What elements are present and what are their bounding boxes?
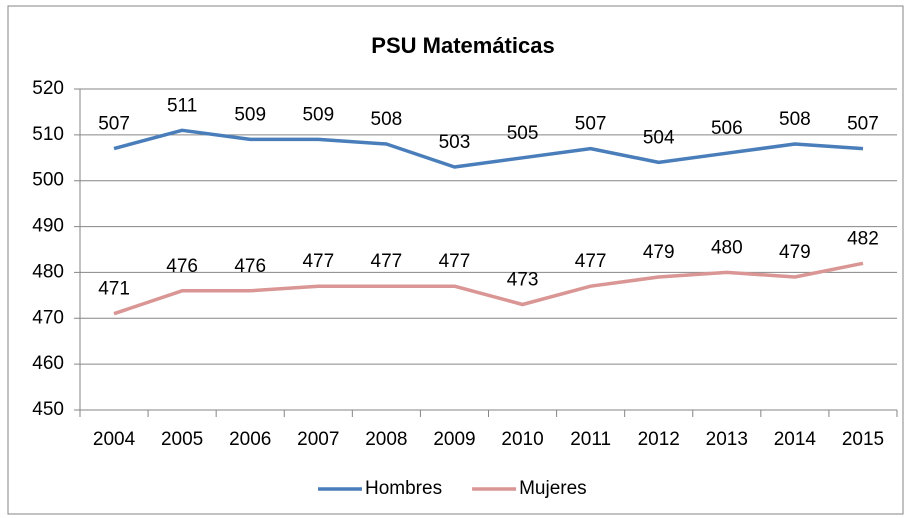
x-tick-label: 2011 — [570, 429, 611, 450]
data-label: 504 — [643, 127, 675, 148]
data-label: 477 — [371, 251, 403, 272]
data-label: 509 — [302, 104, 334, 125]
series-line — [113, 261, 864, 316]
series-line — [113, 128, 864, 169]
data-label: 476 — [166, 256, 198, 277]
data-label: 480 — [711, 237, 743, 258]
x-tick-label: 2014 — [774, 429, 817, 450]
data-label: 509 — [234, 104, 266, 125]
y-tick-label: 510 — [32, 124, 64, 145]
data-label: 479 — [779, 242, 811, 263]
data-label: 477 — [575, 251, 607, 272]
data-label: 476 — [234, 256, 266, 277]
x-tick-label: 2012 — [638, 429, 680, 450]
y-tick-label: 480 — [32, 261, 64, 282]
data-label: 507 — [98, 114, 130, 135]
data-label: 482 — [847, 228, 879, 249]
data-label: 503 — [439, 132, 471, 153]
chart-border — [7, 5, 904, 515]
legend-label: Mujeres — [519, 478, 587, 499]
x-tick-label: 2007 — [297, 429, 339, 450]
data-label: 511 — [167, 95, 197, 116]
x-tick-label: 2013 — [706, 429, 748, 450]
data-label: 505 — [507, 123, 539, 144]
y-tick-label: 520 — [32, 78, 64, 99]
data-label: 473 — [507, 270, 539, 291]
y-tick-label: 470 — [32, 307, 64, 328]
y-tick-label: 450 — [32, 399, 64, 420]
y-tick-label: 490 — [32, 216, 64, 237]
data-label: 508 — [779, 109, 811, 130]
y-tick-label: 500 — [32, 170, 64, 191]
y-tick-label: 460 — [32, 353, 64, 374]
chart-title: PSU Matemáticas — [371, 33, 554, 58]
data-label: 506 — [711, 118, 743, 139]
data-label: 479 — [643, 242, 675, 263]
data-label: 507 — [847, 114, 879, 135]
data-label: 508 — [371, 109, 403, 130]
x-tick-label: 2010 — [501, 429, 543, 450]
data-label: 507 — [575, 114, 607, 135]
legend-label: Hombres — [365, 478, 442, 499]
x-tick-label: 2005 — [161, 429, 203, 450]
data-label: 477 — [439, 251, 471, 272]
x-tick-label: 2004 — [93, 429, 136, 450]
data-label: 477 — [302, 251, 334, 272]
x-tick-label: 2006 — [229, 429, 271, 450]
x-tick-label: 2015 — [842, 429, 884, 450]
x-tick-label: 2009 — [433, 429, 475, 450]
data-label: 471 — [98, 279, 130, 300]
x-tick-label: 2008 — [365, 429, 407, 450]
